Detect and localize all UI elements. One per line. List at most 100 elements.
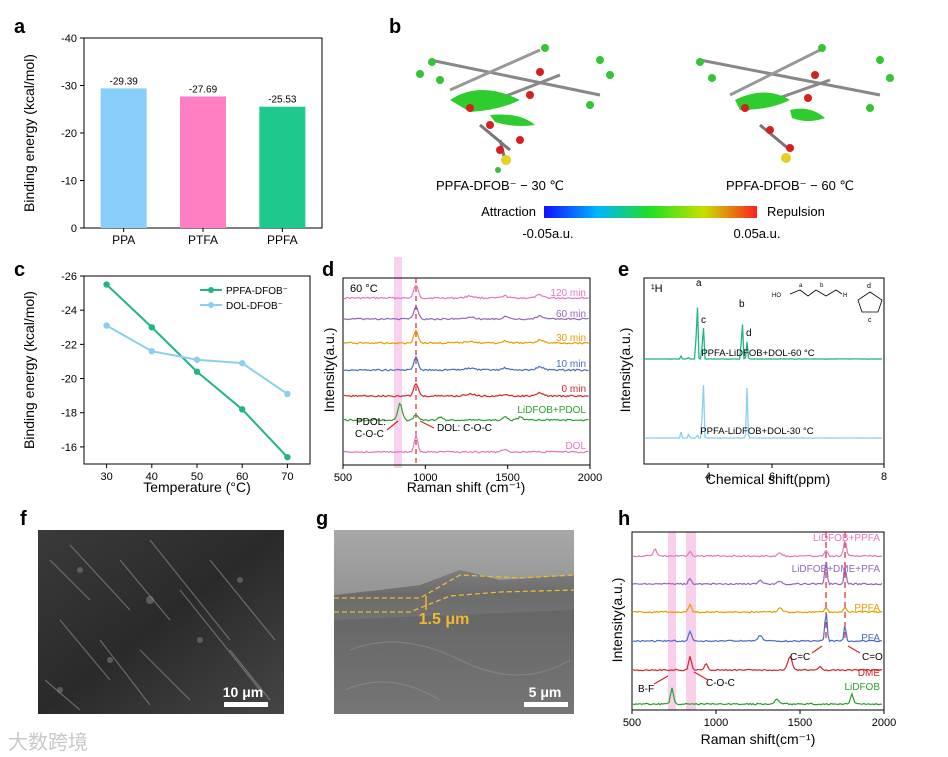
- molecule-image-right: [696, 44, 894, 163]
- annotation-bf: B-F: [638, 684, 654, 695]
- data-point: [284, 453, 291, 461]
- scale-bar-g: [524, 702, 568, 707]
- annotation-coc: C-O-C: [706, 678, 735, 689]
- panel-d: d 120 min 60 min 30 min 10 min 0 min LiDFOB+P…: [321, 257, 602, 495]
- bar-value-label: -25.53: [268, 95, 297, 106]
- y-axis-label-c: Binding energy (kcal/mol): [21, 291, 37, 449]
- svg-text:b: b: [820, 283, 824, 289]
- x-axis-label-e: Chemical shift(ppm): [706, 471, 830, 487]
- spectra-d: 120 min 60 min 30 min 10 min 0 min LiDFOB+PDO…: [343, 284, 589, 454]
- series-label: DOL: [565, 441, 586, 452]
- y-tick-label: -40: [61, 33, 77, 45]
- x-tick-label: 1000: [704, 717, 728, 729]
- panel-letter-b: b: [389, 16, 401, 38]
- panel-letter-h: h: [618, 508, 630, 530]
- nucleus-label-e: ¹H: [651, 283, 663, 295]
- colorbar-max: 0.05a.u.: [734, 226, 781, 241]
- x-tick-label: 2000: [578, 472, 602, 484]
- sem-texture-f: [44, 539, 276, 711]
- peak-label-a: a: [696, 278, 702, 289]
- x-tick-label: 70: [281, 471, 293, 483]
- y-tick-label: -30: [61, 81, 77, 93]
- x-tick-label: 40: [146, 471, 158, 483]
- bars-a: -29.39 PPA -27.69 PTFA -25.53 PPFA: [100, 76, 306, 247]
- panel-b: b: [389, 16, 894, 241]
- series-label: PPFA: [854, 603, 880, 614]
- panel-h: h LiDFOB+PPFALiDFOB+DME+PFAPPFAPFADMELiD…: [609, 508, 896, 747]
- annotation-pdol-2: C-O-C: [355, 429, 384, 440]
- series-label: DME: [858, 668, 881, 679]
- molecule-label-30c: PPFA-DFOB⁻ − 30 ℃: [436, 178, 564, 193]
- spectrum-line: [343, 329, 589, 345]
- y-tick-label: -24: [61, 305, 77, 317]
- spectrum-line: [343, 402, 589, 422]
- legend-label: PPFA-DFOB⁻: [226, 286, 288, 297]
- legend-marker: [208, 302, 214, 308]
- arrow-cc: [811, 645, 823, 654]
- spectrum-line: [632, 539, 883, 558]
- spectrum-line: [644, 307, 883, 360]
- series-label-60c: PPFA-LiDFOB+DOL-60 °C: [701, 348, 814, 359]
- plot-frame-h: [631, 531, 885, 711]
- bar-value-label: -29.39: [109, 76, 138, 87]
- y-axis-label-e: Intensity(a.u.): [617, 328, 633, 413]
- data-point: [239, 406, 246, 413]
- x-tick-label: 500: [334, 472, 352, 484]
- series-label: 30 min: [556, 333, 586, 344]
- x-tick-label: PPFA: [267, 233, 298, 247]
- annotation-dol: DOL: C-O-C: [437, 423, 492, 434]
- spectrum-line: [644, 385, 882, 439]
- structure-inset: HO H a b d c: [772, 283, 883, 324]
- highlight-band-d: [394, 257, 402, 468]
- panel-letter-e: e: [618, 259, 629, 281]
- svg-text:a: a: [799, 283, 803, 289]
- spectrum-line: [632, 655, 883, 672]
- x-tick-label: 1500: [495, 472, 519, 484]
- highlight-band-h1: [668, 532, 676, 710]
- y-axis-ticks-a: 0 -10 -20 -30 -40: [61, 33, 84, 235]
- spectrum-line: [343, 303, 589, 321]
- panel-a: a 0 -10 -20 -30 -40 -29.39 PPA -27.69 PTFA -25.5…: [14, 16, 323, 247]
- legend-label: DOL-DFOB⁻: [226, 301, 283, 312]
- x-tick-label: 50: [191, 471, 203, 483]
- bar-value-label: -27.69: [189, 84, 218, 95]
- colorbar: [544, 206, 757, 218]
- x-tick-label: 2000: [872, 717, 896, 729]
- axis-ticks-h: 500 1000 1500 2000: [623, 710, 896, 729]
- series-label: 120 min: [550, 288, 586, 299]
- plot-frame-d: [342, 277, 591, 466]
- colorbar-label-repulsion: Repulsion: [767, 204, 825, 219]
- panel-letter-c: c: [14, 259, 25, 281]
- legend-marker: [208, 287, 214, 293]
- y-axis-label-d: Intensity(a.u.): [321, 328, 337, 413]
- y-tick-label: -20: [61, 374, 77, 386]
- x-tick-label: 6: [769, 471, 775, 483]
- spectrum-line: [632, 687, 883, 706]
- molecule-image-left: [416, 44, 614, 173]
- series-label: LiDFOB: [844, 682, 880, 693]
- plot-frame-e: [643, 277, 885, 465]
- x-tick-label: 1500: [788, 717, 812, 729]
- arrow-dol: [419, 420, 435, 429]
- data-point: [193, 368, 201, 375]
- svg-text:c: c: [868, 317, 872, 324]
- panel-g: g 1.5 μm 5 μm: [316, 508, 575, 714]
- molecule-label-60c: PPFA-DFOB⁻ − 60 ℃: [726, 178, 854, 193]
- bar: [259, 106, 306, 228]
- temp-label-d: 60 °C: [350, 283, 378, 295]
- spectrum-line: [343, 355, 589, 372]
- x-tick-label: PTFA: [188, 233, 218, 247]
- data-point: [103, 322, 110, 329]
- spectrum-line: [632, 603, 883, 614]
- x-axis-label-d: Raman shift (cm⁻¹): [407, 479, 526, 495]
- data-point: [148, 324, 155, 331]
- arrow-bf: [653, 675, 669, 685]
- spectrum-line: [343, 382, 589, 398]
- annotation-pdol-1: PDOL:: [356, 417, 386, 428]
- scale-label-f: 10 μm: [223, 684, 263, 700]
- panel-letter-f: f: [20, 508, 27, 530]
- y-tick-label: -26: [61, 271, 77, 283]
- axis-ticks-c: 30 40 50 60 70 -16 -18 -20 -22 -24 -26: [61, 271, 293, 483]
- data-point: [148, 348, 155, 355]
- annotation-co: C=O: [862, 652, 883, 663]
